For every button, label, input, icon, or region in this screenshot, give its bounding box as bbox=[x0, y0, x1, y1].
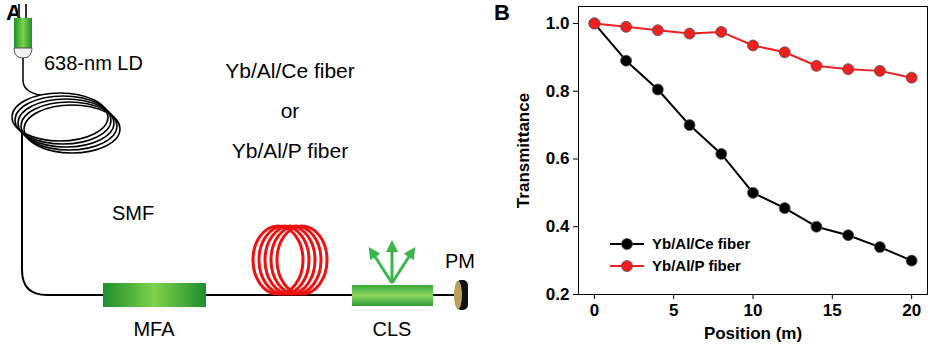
svg-text:Yb/Al/Ce fiber: Yb/Al/Ce fiber bbox=[225, 59, 355, 82]
svg-text:0.4: 0.4 bbox=[546, 217, 570, 236]
svg-text:Yb/Al/P fiber: Yb/Al/P fiber bbox=[652, 257, 741, 274]
svg-text:Yb/Al/P fiber: Yb/Al/P fiber bbox=[232, 139, 348, 162]
svg-text:0.8: 0.8 bbox=[546, 82, 570, 101]
svg-text:Transmittance: Transmittance bbox=[514, 93, 533, 208]
svg-text:CLS: CLS bbox=[373, 318, 412, 340]
svg-text:MFA: MFA bbox=[133, 318, 175, 340]
svg-text:20: 20 bbox=[902, 301, 921, 320]
svg-text:Position (m): Position (m) bbox=[704, 324, 802, 343]
svg-text:5: 5 bbox=[669, 301, 678, 320]
svg-text:10: 10 bbox=[744, 301, 763, 320]
svg-text:A: A bbox=[6, 0, 22, 25]
svg-text:1.0: 1.0 bbox=[546, 14, 570, 33]
svg-text:638-nm LD: 638-nm LD bbox=[44, 52, 143, 74]
svg-text:0.6: 0.6 bbox=[546, 149, 570, 168]
svg-text:0: 0 bbox=[590, 301, 599, 320]
html-text:B: B bbox=[494, 0, 510, 25]
svg-text:SMF: SMF bbox=[112, 202, 154, 224]
svg-text:PM: PM bbox=[445, 250, 475, 272]
svg-text:or: or bbox=[281, 99, 300, 122]
svg-text:15: 15 bbox=[823, 301, 842, 320]
svg-text:0.2: 0.2 bbox=[546, 285, 570, 304]
svg-text:Yb/Al/Ce fiber: Yb/Al/Ce fiber bbox=[652, 235, 751, 252]
